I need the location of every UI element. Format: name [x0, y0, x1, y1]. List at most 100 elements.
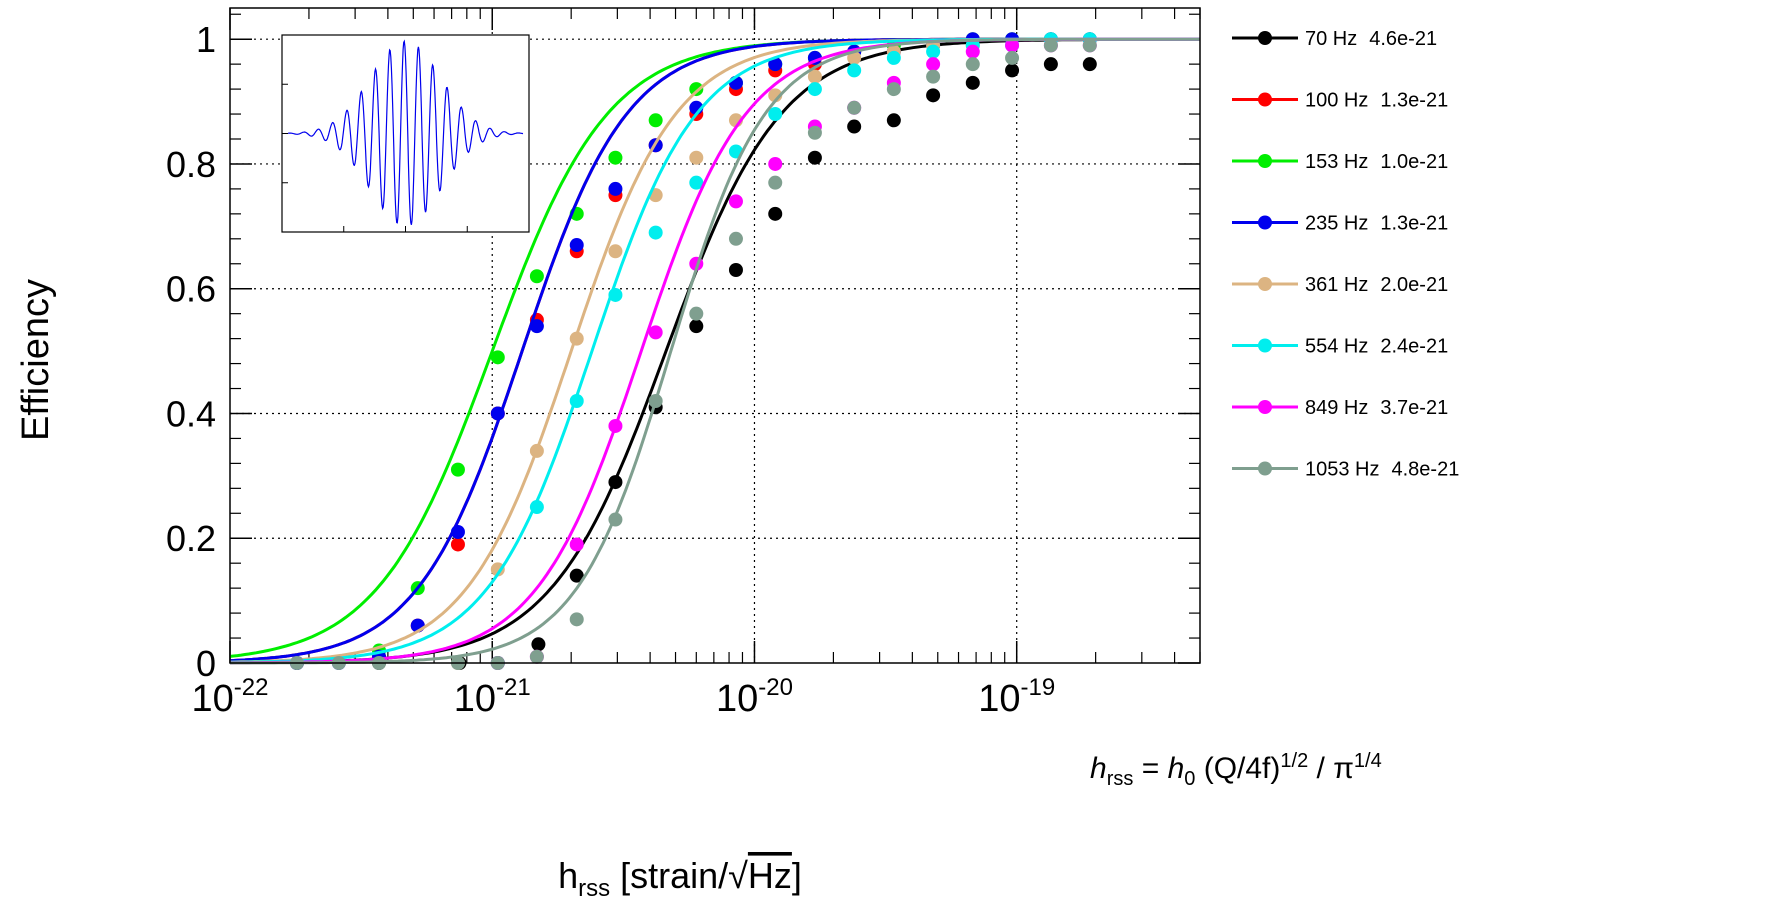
- legend-item: 70 Hz 4.6e-21: [1232, 28, 1437, 50]
- data-point: [450, 525, 465, 539]
- legend-series-value: 2.4e-21: [1380, 336, 1448, 358]
- data-point: [728, 231, 743, 246]
- legend-series-value: 1.3e-21: [1380, 213, 1448, 235]
- legend-label: 100 Hz 1.3e-21: [1305, 90, 1448, 112]
- data-point: [689, 175, 704, 190]
- formula-eq: =: [1133, 752, 1168, 785]
- legend-label: 361 Hz 2.0e-21: [1305, 274, 1448, 296]
- formula-slash: / π: [1308, 752, 1354, 785]
- legend-series-name: 1053 Hz: [1305, 459, 1380, 481]
- legend-marker: [1258, 277, 1272, 291]
- legend-marker: [1258, 338, 1272, 353]
- legend-series-name: 849 Hz: [1305, 397, 1368, 419]
- data-point: [689, 319, 704, 334]
- formula-h0-sub: 0: [1184, 768, 1196, 790]
- data-point: [768, 156, 783, 171]
- x-tick-label-exponent: -20: [758, 674, 793, 701]
- data-point: [648, 394, 663, 408]
- data-point: [529, 269, 544, 284]
- data-point: [1082, 38, 1097, 53]
- legend-item: 100 Hz 1.3e-21: [1232, 90, 1448, 112]
- data-point: [529, 649, 544, 664]
- data-point: [529, 500, 544, 515]
- data-point: [926, 44, 941, 59]
- legend-series-value: 1.3e-21: [1380, 90, 1448, 112]
- data-point: [608, 287, 623, 302]
- data-point: [1005, 50, 1020, 65]
- data-point: [648, 225, 663, 240]
- legend-series-value: 4.6e-21: [1369, 28, 1437, 50]
- y-tick-label: 0.4: [166, 393, 216, 434]
- data-point: [490, 562, 505, 577]
- data-point: [1005, 63, 1020, 78]
- data-point: [648, 113, 663, 128]
- legend-label: 1053 Hz 4.8e-21: [1305, 459, 1459, 481]
- data-point: [608, 512, 623, 527]
- x-tick-label-exponent: -22: [234, 674, 269, 701]
- data-point: [807, 125, 822, 140]
- data-point: [450, 537, 465, 552]
- data-point: [1043, 57, 1058, 72]
- data-point: [1043, 38, 1058, 53]
- data-point: [768, 57, 783, 72]
- data-point: [728, 194, 743, 209]
- legend-series-value: 4.8e-21: [1392, 459, 1460, 481]
- y-tick-label: 1: [196, 19, 216, 60]
- x-tick-label-exponent: -21: [496, 674, 531, 701]
- legend-marker: [1258, 92, 1272, 107]
- data-point: [608, 475, 623, 490]
- legend-label: 554 Hz 2.4e-21: [1305, 336, 1448, 358]
- data-point: [569, 612, 584, 627]
- data-point: [569, 238, 584, 253]
- y-tick-label: 0.6: [166, 269, 216, 310]
- data-point: [569, 331, 584, 346]
- data-point: [689, 82, 704, 97]
- data-point: [926, 69, 941, 84]
- legend-series-value: 2.0e-21: [1380, 274, 1448, 296]
- hrss-formula: hrss = h0 (Q/4f)1/2 / π1/4: [1090, 750, 1382, 791]
- legend-series-value: 1.0e-21: [1380, 151, 1448, 173]
- x-axis-label-base: h: [558, 855, 578, 896]
- data-point: [608, 181, 623, 196]
- x-tick-label-base: 10: [192, 678, 234, 720]
- legend-marker: [1258, 400, 1272, 414]
- data-point: [768, 175, 783, 190]
- data-point: [529, 443, 544, 458]
- data-point: [450, 462, 465, 477]
- y-tick-label: 0: [196, 643, 216, 684]
- inset-waveform-line: [288, 39, 524, 225]
- data-point: [648, 325, 663, 340]
- y-tick-label: 0.8: [166, 144, 216, 185]
- data-point: [490, 350, 505, 365]
- x-tick-label: 10-19: [978, 674, 1055, 720]
- legend-series-value: 3.7e-21: [1380, 397, 1448, 419]
- data-point: [529, 319, 544, 334]
- plot-frame: [229, 7, 1201, 664]
- data-point: [847, 119, 862, 134]
- inset-waveform: [281, 34, 530, 233]
- x-tick-label-base: 10: [454, 678, 496, 720]
- x-tick-label: 10-22: [192, 674, 269, 720]
- x-tick-label: 10-20: [716, 674, 793, 720]
- fit-curve: [230, 37, 1200, 665]
- data-point: [965, 57, 980, 72]
- legend-item: 1053 Hz 4.8e-21: [1232, 459, 1459, 481]
- x-tick-label-exponent: -19: [1021, 674, 1056, 701]
- legend-marker: [1258, 154, 1272, 168]
- formula-sup1: 1/2: [1280, 750, 1309, 772]
- data-point: [847, 50, 862, 65]
- data-point: [608, 244, 623, 259]
- x-tick-label-base: 10: [978, 678, 1020, 720]
- x-axis-label-sqrt-symbol: √: [728, 855, 748, 896]
- legend-series-name: 235 Hz: [1305, 213, 1368, 235]
- legend-series-name: 70 Hz: [1305, 28, 1357, 50]
- data-point: [807, 82, 822, 97]
- data-series: [229, 32, 1200, 670]
- data-point: [847, 100, 862, 115]
- legend-series-name: 361 Hz: [1305, 274, 1368, 296]
- x-axis-label: hrss [strain/√Hz]: [558, 855, 802, 900]
- data-point: [768, 107, 783, 122]
- x-tick-label: 10-21: [454, 674, 531, 720]
- legend-item: 235 Hz 1.3e-21: [1232, 213, 1448, 235]
